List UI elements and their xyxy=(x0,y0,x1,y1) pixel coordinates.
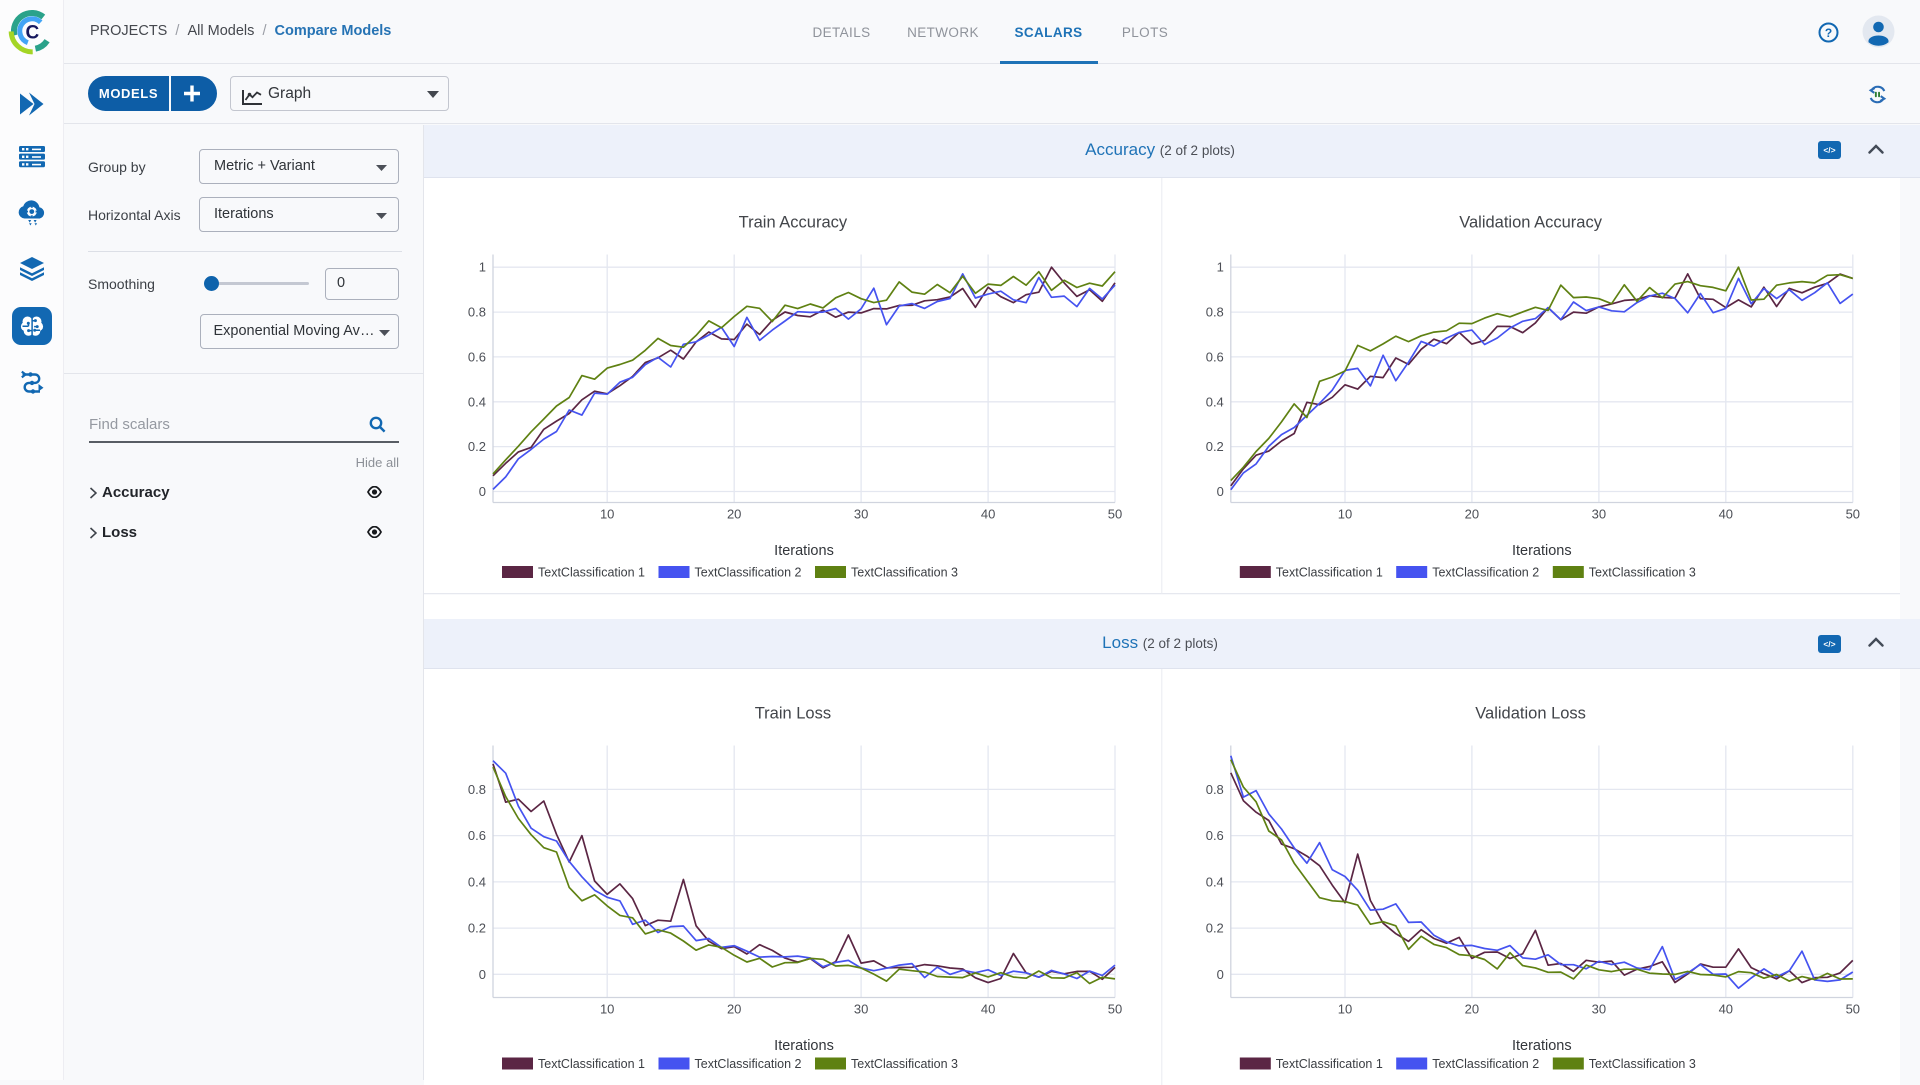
svg-text:1: 1 xyxy=(479,260,486,275)
svg-text:0.2: 0.2 xyxy=(1206,439,1224,454)
svg-text:40: 40 xyxy=(981,1001,995,1016)
svg-text:30: 30 xyxy=(854,507,868,522)
svg-text:TextClassification 3: TextClassification 3 xyxy=(1589,1057,1696,1071)
svg-text:0: 0 xyxy=(479,484,486,499)
svg-text:Iterations: Iterations xyxy=(1512,1038,1572,1054)
svg-text:TextClassification 2: TextClassification 2 xyxy=(1432,566,1539,580)
svg-text:Validation Loss: Validation Loss xyxy=(1475,704,1586,722)
svg-text:0: 0 xyxy=(1217,966,1224,981)
svg-text:Train Accuracy: Train Accuracy xyxy=(739,214,848,232)
svg-text:20: 20 xyxy=(1465,507,1479,522)
svg-text:20: 20 xyxy=(1465,1001,1479,1016)
svg-text:1: 1 xyxy=(1217,260,1224,275)
svg-text:30: 30 xyxy=(854,1001,868,1016)
svg-text:0.4: 0.4 xyxy=(1206,874,1224,889)
svg-text:0.8: 0.8 xyxy=(468,781,486,796)
svg-text:0.8: 0.8 xyxy=(468,305,486,320)
svg-text:30: 30 xyxy=(1592,1001,1606,1016)
svg-text:0: 0 xyxy=(1217,484,1224,499)
svg-text:TextClassification 2: TextClassification 2 xyxy=(1432,1057,1539,1071)
svg-text:TextClassification 1: TextClassification 1 xyxy=(538,1057,645,1071)
svg-text:40: 40 xyxy=(1719,1001,1733,1016)
svg-text:50: 50 xyxy=(1108,507,1122,522)
svg-text:0.4: 0.4 xyxy=(1206,394,1224,409)
svg-text:C: C xyxy=(26,23,40,44)
svg-text:TextClassification 3: TextClassification 3 xyxy=(851,566,958,580)
svg-text:TextClassification 3: TextClassification 3 xyxy=(851,1057,958,1071)
svg-text:0.6: 0.6 xyxy=(468,828,486,843)
svg-text:0.4: 0.4 xyxy=(468,394,486,409)
svg-text:Validation Accuracy: Validation Accuracy xyxy=(1459,214,1603,232)
svg-text:TextClassification 2: TextClassification 2 xyxy=(695,1057,802,1071)
svg-text:Iterations: Iterations xyxy=(774,543,834,559)
svg-text:0.8: 0.8 xyxy=(1206,305,1224,320)
svg-text:TextClassification 1: TextClassification 1 xyxy=(538,566,645,580)
svg-text:0.4: 0.4 xyxy=(468,874,486,889)
svg-text:TextClassification 1: TextClassification 1 xyxy=(1276,566,1383,580)
svg-text:20: 20 xyxy=(727,507,741,522)
svg-text:TextClassification 2: TextClassification 2 xyxy=(695,566,802,580)
svg-text:0.2: 0.2 xyxy=(468,439,486,454)
svg-text:40: 40 xyxy=(981,507,995,522)
svg-text:0: 0 xyxy=(479,966,486,981)
svg-text:?: ? xyxy=(1825,26,1832,40)
svg-text:30: 30 xyxy=(1592,507,1606,522)
svg-text:Iterations: Iterations xyxy=(1512,543,1572,559)
svg-text:Iterations: Iterations xyxy=(774,1038,834,1054)
svg-text:10: 10 xyxy=(1338,1001,1352,1016)
svg-text:0.2: 0.2 xyxy=(468,920,486,935)
svg-text:50: 50 xyxy=(1108,1001,1122,1016)
svg-text:Train Loss: Train Loss xyxy=(755,704,831,722)
svg-text:0.2: 0.2 xyxy=(1206,920,1224,935)
svg-text:50: 50 xyxy=(1846,507,1860,522)
svg-text:20: 20 xyxy=(727,1001,741,1016)
svg-text:0.8: 0.8 xyxy=(1206,781,1224,796)
svg-text:TextClassification 3: TextClassification 3 xyxy=(1589,566,1696,580)
svg-text:0.6: 0.6 xyxy=(468,349,486,364)
svg-text:TextClassification 1: TextClassification 1 xyxy=(1276,1057,1383,1071)
svg-text:0.6: 0.6 xyxy=(1206,828,1224,843)
svg-text:40: 40 xyxy=(1719,507,1733,522)
svg-text:10: 10 xyxy=(1338,507,1352,522)
svg-text:50: 50 xyxy=(1846,1001,1860,1016)
svg-text:10: 10 xyxy=(600,507,614,522)
svg-text:10: 10 xyxy=(600,1001,614,1016)
svg-text:0.6: 0.6 xyxy=(1206,349,1224,364)
